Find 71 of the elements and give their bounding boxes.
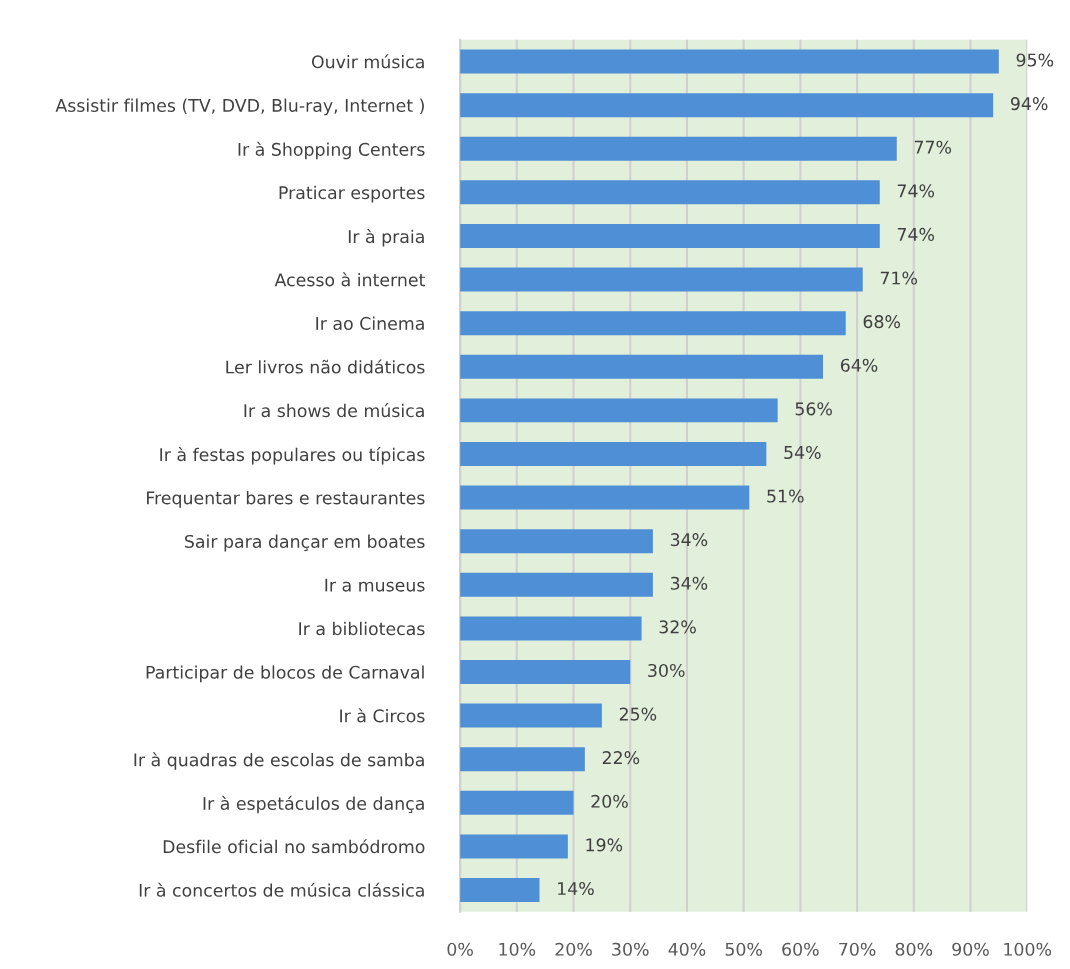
bar — [460, 660, 631, 684]
y-tick-label: Ouvir música — [311, 54, 424, 69]
bar — [460, 49, 999, 74]
y-tick-label: Ir à concertos de música clássica — [139, 882, 424, 897]
bar — [460, 834, 568, 859]
x-tick-label: 10% — [499, 942, 536, 956]
data-label: 34% — [670, 576, 708, 590]
bar — [460, 878, 540, 903]
bar — [460, 223, 880, 248]
bar — [460, 311, 846, 336]
data-label: 25% — [619, 707, 657, 721]
y-tick-label: Desfile oficial no sambódromo — [163, 839, 425, 854]
y-tick-label: Ir ao Cinema — [316, 316, 424, 330]
bar — [460, 136, 897, 161]
x-tick-label: 90% — [952, 942, 989, 956]
data-label: 68% — [863, 315, 901, 329]
bar — [460, 354, 824, 379]
y-tick-label: Ir à festas populares ou típicas — [160, 447, 425, 465]
bar — [460, 790, 574, 815]
data-label: 22% — [602, 751, 640, 765]
data-label: 34% — [670, 533, 708, 547]
y-tick-label: Ir à espetáculos de dança — [203, 795, 424, 814]
bar — [460, 93, 994, 118]
y-tick-label: Assistir filmes (TV, DVD, Blu-ray, Internet ) — [55, 98, 424, 116]
y-tick-label: Ir a bibliotecas — [299, 621, 425, 636]
bar — [460, 529, 653, 554]
data-label: 54% — [784, 445, 821, 460]
x-tick-label: 20% — [555, 942, 592, 956]
data-label: 20% — [591, 794, 628, 808]
bar — [460, 485, 750, 510]
y-tick-label: Ir à praia — [348, 229, 424, 247]
y-tick-label: Ir à quadras de escolas de samba — [134, 752, 424, 770]
data-label: 56% — [795, 402, 832, 416]
data-label: 64% — [840, 358, 878, 372]
x-tick-label: 70% — [839, 942, 876, 956]
bar — [460, 267, 863, 292]
data-label: 95% — [1016, 53, 1054, 67]
data-label: 94% — [1010, 97, 1048, 111]
data-label: 77% — [914, 140, 952, 154]
bar — [460, 398, 778, 423]
y-tick-label: Praticar esportes — [279, 185, 425, 203]
data-label: 14% — [558, 881, 594, 896]
data-label: 51% — [767, 489, 804, 503]
bar — [460, 616, 642, 641]
y-tick-label: Frequentar bares e restaurantes — [147, 490, 425, 508]
x-tick-label: 80% — [895, 942, 933, 956]
y-tick-label: Ir a shows de música — [244, 403, 424, 418]
y-tick-label: Acesso à internet — [274, 272, 425, 287]
x-tick-label: 40% — [668, 942, 706, 956]
y-tick-label: Sair para dançar em boates — [185, 534, 425, 552]
bar — [460, 441, 767, 466]
x-tick-label: 60% — [782, 942, 819, 956]
x-tick-label: 30% — [612, 942, 649, 956]
data-label: 30% — [648, 663, 685, 678]
x-tick-label: 50% — [725, 942, 762, 956]
x-tick-label: 100% — [1004, 942, 1052, 956]
bar — [460, 572, 653, 597]
y-tick-label: Ir à Circos — [340, 708, 425, 723]
bar — [460, 180, 880, 205]
y-tick-label: Ir à Shopping Centers — [238, 141, 425, 160]
data-label: 32% — [659, 620, 696, 634]
data-label: 74% — [897, 184, 935, 198]
y-tick-label: Ler livros não didáticos — [226, 359, 425, 374]
bar — [460, 703, 602, 728]
data-label: 74% — [897, 227, 935, 241]
y-tick-label: Participar de blocos de Carnaval — [146, 665, 424, 683]
bar — [460, 747, 585, 772]
data-label: 19% — [586, 838, 623, 852]
data-label: 71% — [880, 271, 918, 285]
x-tick-label: 0% — [447, 942, 473, 956]
y-tick-label: Ir a museus — [325, 578, 425, 592]
